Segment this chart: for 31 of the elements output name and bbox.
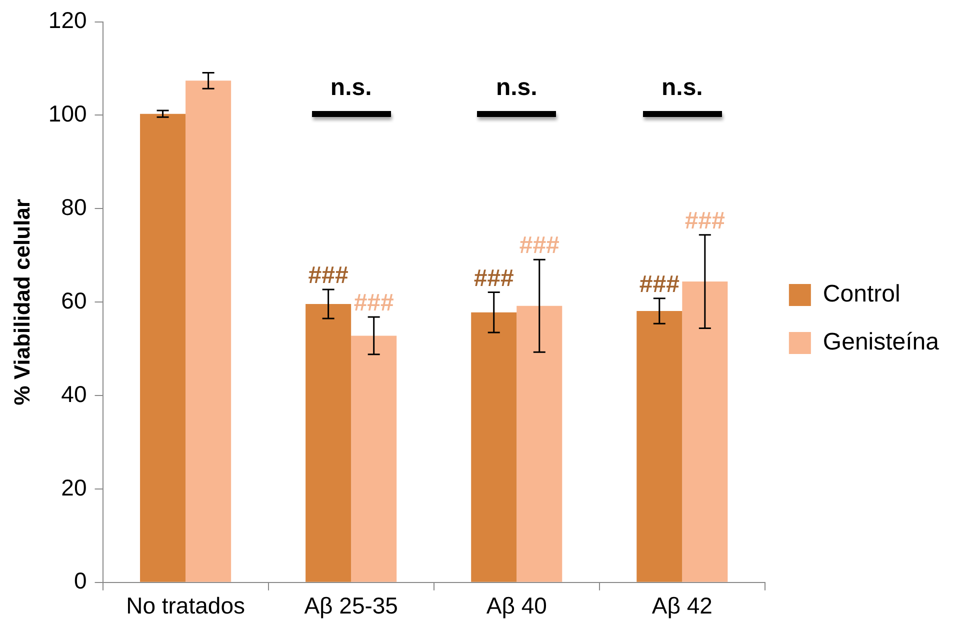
data-label: ### xyxy=(474,264,514,292)
y-tick-label: 0 xyxy=(74,568,87,594)
bar xyxy=(636,310,682,582)
bar xyxy=(140,114,186,582)
legend-label: Control xyxy=(822,280,900,308)
data-label: ### xyxy=(519,232,560,260)
data-label: ### xyxy=(354,290,394,317)
data-label: ### xyxy=(639,270,680,298)
y-tick-label: 40 xyxy=(61,380,87,407)
bar xyxy=(351,336,397,582)
y-tick-label: 60 xyxy=(61,287,87,314)
bar xyxy=(186,80,232,582)
y-tick-label: 100 xyxy=(48,100,87,127)
legend-label: Genisteína xyxy=(822,328,940,356)
bar xyxy=(682,282,728,582)
bar xyxy=(471,312,517,582)
annotation: n.s. xyxy=(496,74,538,101)
x-tick-label: Aβ 40 xyxy=(486,592,547,619)
annotation: n.s. xyxy=(661,74,703,101)
data-label: ### xyxy=(684,207,725,234)
x-tick-label: Aβ 25-35 xyxy=(304,592,398,619)
x-tick-label: No tratados xyxy=(126,592,245,619)
data-label: ### xyxy=(308,262,348,290)
y-tick-label: 120 xyxy=(48,7,87,34)
annotation: n.s. xyxy=(330,74,372,101)
x-tick-label: Aβ 42 xyxy=(652,592,712,619)
y-axis-title: % Viabilidad celular xyxy=(9,198,34,406)
y-tick-label: 80 xyxy=(61,194,87,220)
bar xyxy=(306,304,352,582)
y-tick-label: 20 xyxy=(61,474,87,500)
bar xyxy=(516,306,562,582)
